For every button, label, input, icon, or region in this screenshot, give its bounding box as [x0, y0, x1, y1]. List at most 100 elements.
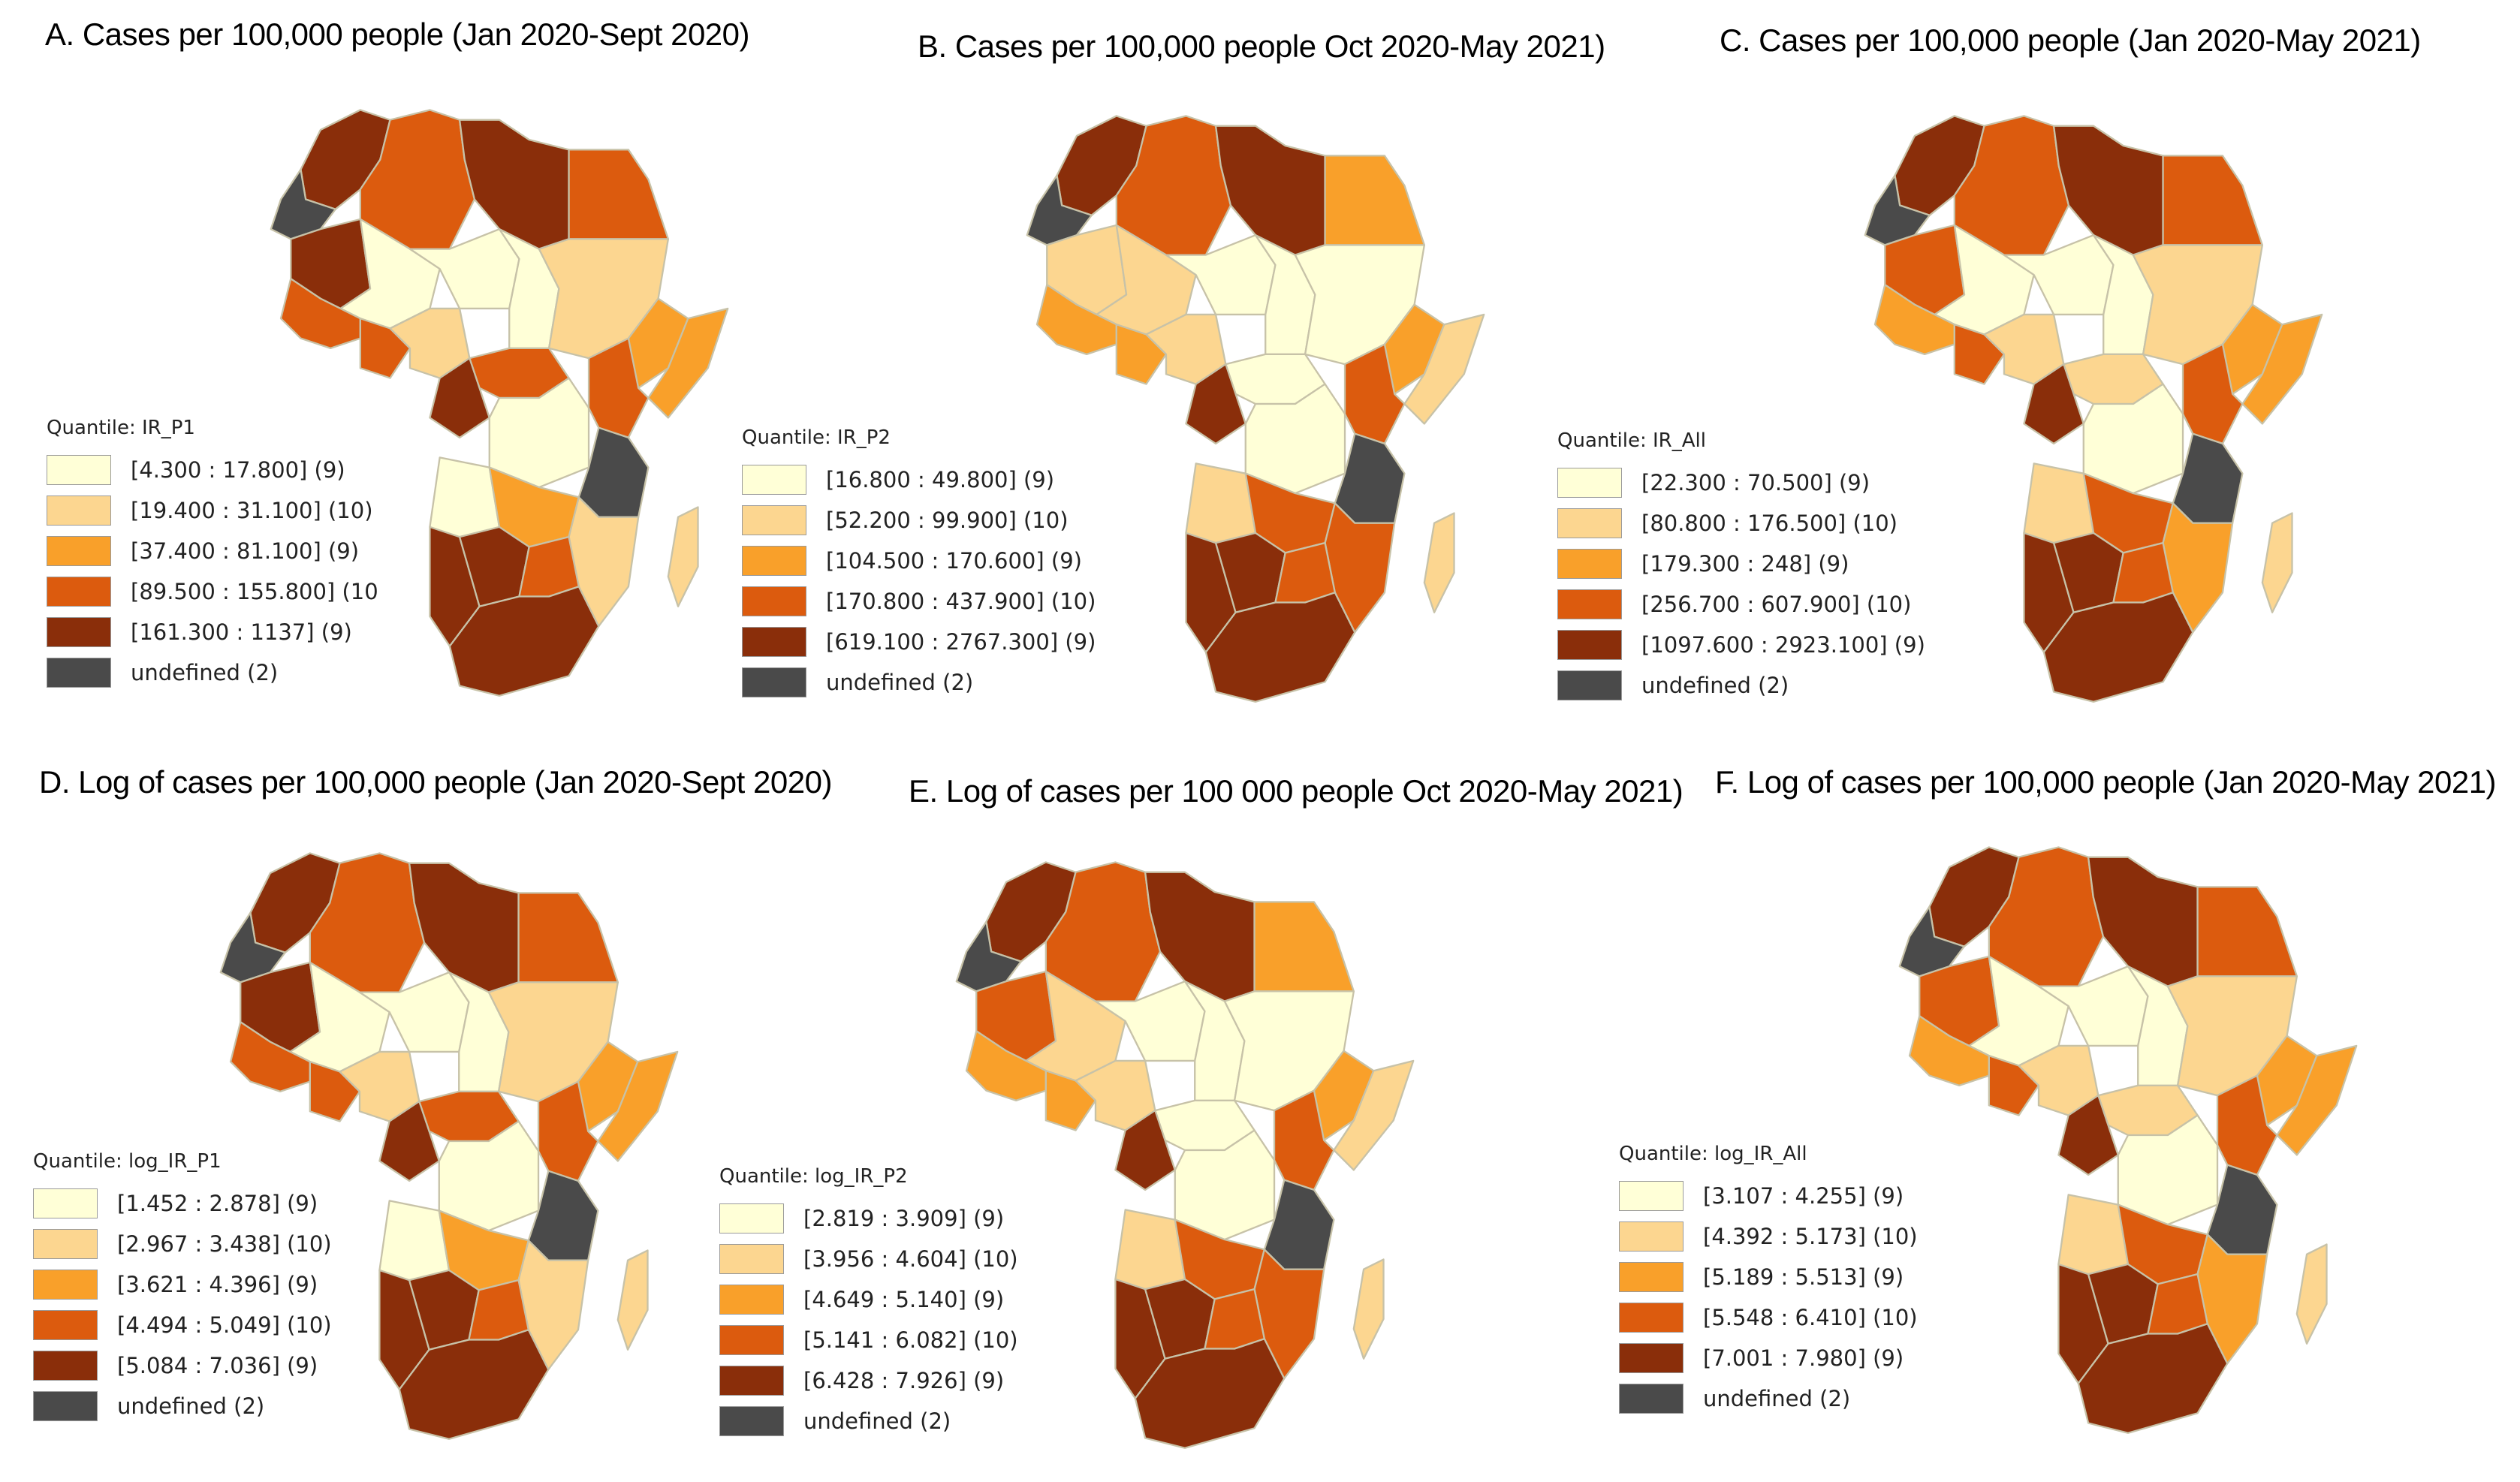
panel-e-legend: Quantile: log_IR_P2 [2.819 : 3.909] (9) [… — [719, 1165, 1018, 1441]
legend-item: [179.300 : 248] (9) — [1557, 544, 1925, 584]
legend-item: [4.494 : 5.049] (10) — [33, 1305, 332, 1345]
panel-a-legend: Quantile: IR_P1 [4.300 : 17.800] (9) [19.… — [47, 417, 378, 693]
legend-swatch — [33, 1310, 98, 1340]
legend-label: [7.001 : 7.980] (9) — [1703, 1345, 1904, 1371]
region-horn — [647, 307, 729, 419]
panel-e-map — [955, 861, 1415, 1449]
legend-swatch — [33, 1270, 98, 1300]
legend-swatch — [47, 577, 111, 607]
legend-item: [3.107 : 4.255] (9) — [1619, 1176, 1918, 1216]
panel-d-map — [219, 852, 679, 1440]
panel-f-map — [1898, 846, 2358, 1434]
panel-c-title: C. Cases per 100,000 people (Jan 2020-Ma… — [1720, 23, 2421, 58]
legend-item: [2.967 : 3.438] (10) — [33, 1224, 332, 1264]
region-madagascar — [616, 1249, 649, 1351]
region-horn — [597, 1050, 679, 1162]
region-horn — [1333, 1059, 1415, 1171]
legend-label: undefined (2) — [1641, 673, 1789, 698]
legend-label: [104.500 : 170.600] (9) — [826, 548, 1082, 574]
panel-c-legend: Quantile: IR_All [22.300 : 70.500] (9) [8… — [1557, 429, 1925, 706]
legend-label: [619.100 : 2767.300] (9) — [826, 629, 1096, 655]
legend-label: [2.967 : 3.438] (10) — [117, 1231, 332, 1257]
legend-title: Quantile: IR_P2 — [742, 426, 891, 449]
legend-label: [2.819 : 3.909] (9) — [803, 1206, 1005, 1231]
region-kenya — [2181, 343, 2244, 445]
legend-label: undefined (2) — [131, 660, 279, 685]
panel-b-title: B. Cases per 100,000 people Oct 2020-May… — [918, 29, 1605, 64]
region-horn — [2276, 1044, 2358, 1156]
legend-label: undefined (2) — [1703, 1386, 1851, 1411]
legend-swatch — [719, 1406, 784, 1436]
legend-swatch — [742, 465, 806, 495]
legend-label: [4.392 : 5.173] (10) — [1703, 1224, 1918, 1249]
region-kenya — [537, 1080, 599, 1182]
legend-item: [104.500 : 170.600] (9) — [742, 541, 1096, 581]
legend-swatch — [719, 1285, 784, 1315]
legend-label: [52.200 : 99.900] (10) — [826, 508, 1069, 533]
legend-label: [5.548 : 6.410] (10) — [1703, 1305, 1918, 1330]
legend-label: [3.107 : 4.255] (9) — [1703, 1183, 1904, 1209]
legend-title: Quantile: log_IR_P1 — [33, 1150, 222, 1173]
legend-swatch — [1557, 468, 1622, 498]
region-kenya — [1343, 343, 1406, 445]
legend-item: [170.800 : 437.900] (10) — [742, 581, 1096, 622]
region-madagascar — [1423, 512, 1455, 613]
legend-swatch — [1619, 1221, 1684, 1252]
legend-item: [37.400 : 81.100] (9) — [47, 531, 378, 571]
legend-item: [5.189 : 5.513] (9) — [1619, 1257, 1918, 1297]
region-egypt — [1324, 155, 1425, 246]
legend-label: [16.800 : 49.800] (9) — [826, 467, 1055, 492]
legend-label: [3.956 : 4.604] (10) — [803, 1246, 1018, 1272]
region-egypt — [2196, 886, 2298, 977]
legend-swatch — [47, 658, 111, 688]
legend-item: [5.548 : 6.410] (10) — [1619, 1297, 1918, 1338]
region-libya — [458, 119, 570, 250]
panel-c-map — [1864, 115, 2323, 703]
legend-label: [179.300 : 248] (9) — [1641, 551, 1849, 577]
legend-item: [161.300 : 1137] (9) — [47, 612, 378, 652]
panel-d-legend: Quantile: log_IR_P1 [1.452 : 2.878] (9) [… — [33, 1150, 332, 1426]
legend-label: [170.800 : 437.900] (10) — [826, 589, 1096, 614]
legend-label: [161.300 : 1137] (9) — [131, 619, 352, 645]
region-egypt — [2162, 155, 2263, 246]
region-kenya — [2216, 1074, 2278, 1176]
legend-swatch — [33, 1391, 98, 1421]
legend-label: [1.452 : 2.878] (9) — [117, 1191, 318, 1216]
legend-item: [19.400 : 31.100] (10) — [47, 490, 378, 531]
legend-item: [4.649 : 5.140] (9) — [719, 1279, 1018, 1320]
region-egypt — [568, 149, 669, 240]
region-horn — [1403, 313, 1485, 425]
legend-swatch — [742, 505, 806, 535]
panel-a-map — [270, 109, 729, 697]
legend-item: undefined (2) — [719, 1401, 1018, 1441]
region-libya — [1214, 125, 1326, 256]
legend-swatch — [1619, 1343, 1684, 1373]
legend-swatch — [719, 1244, 784, 1274]
region-libya — [2087, 856, 2199, 987]
region-southafrica — [2042, 592, 2194, 703]
region-southafrica — [448, 586, 600, 697]
legend-swatch — [742, 546, 806, 576]
legend-title: Quantile: IR_P1 — [47, 417, 195, 439]
legend-item: undefined (2) — [33, 1386, 332, 1426]
panel-f-title: F. Log of cases per 100,000 people (Jan … — [1715, 764, 2497, 800]
region-libya — [1144, 871, 1255, 1002]
legend-label: [256.700 : 607.900] (10) — [1641, 592, 1912, 617]
legend-label: [4.649 : 5.140] (9) — [803, 1287, 1005, 1312]
legend-swatch — [719, 1366, 784, 1396]
region-southafrica — [398, 1329, 550, 1440]
legend-item: [4.300 : 17.800] (9) — [47, 450, 378, 490]
legend-label: [5.189 : 5.513] (9) — [1703, 1264, 1904, 1290]
panel-f-legend: Quantile: log_IR_All [3.107 : 4.255] (9)… — [1619, 1143, 1918, 1419]
legend-item: undefined (2) — [1557, 665, 1925, 706]
legend-item: [5.084 : 7.036] (9) — [33, 1345, 332, 1386]
legend-swatch — [1619, 1181, 1684, 1211]
region-southafrica — [2077, 1323, 2229, 1434]
region-madagascar — [2295, 1243, 2328, 1345]
legend-swatch — [47, 455, 111, 485]
region-libya — [2052, 125, 2164, 256]
region-madagascar — [2261, 512, 2293, 613]
legend-swatch — [47, 536, 111, 566]
legend-item: [1097.600 : 2923.100] (9) — [1557, 625, 1925, 665]
legend-swatch — [47, 617, 111, 647]
